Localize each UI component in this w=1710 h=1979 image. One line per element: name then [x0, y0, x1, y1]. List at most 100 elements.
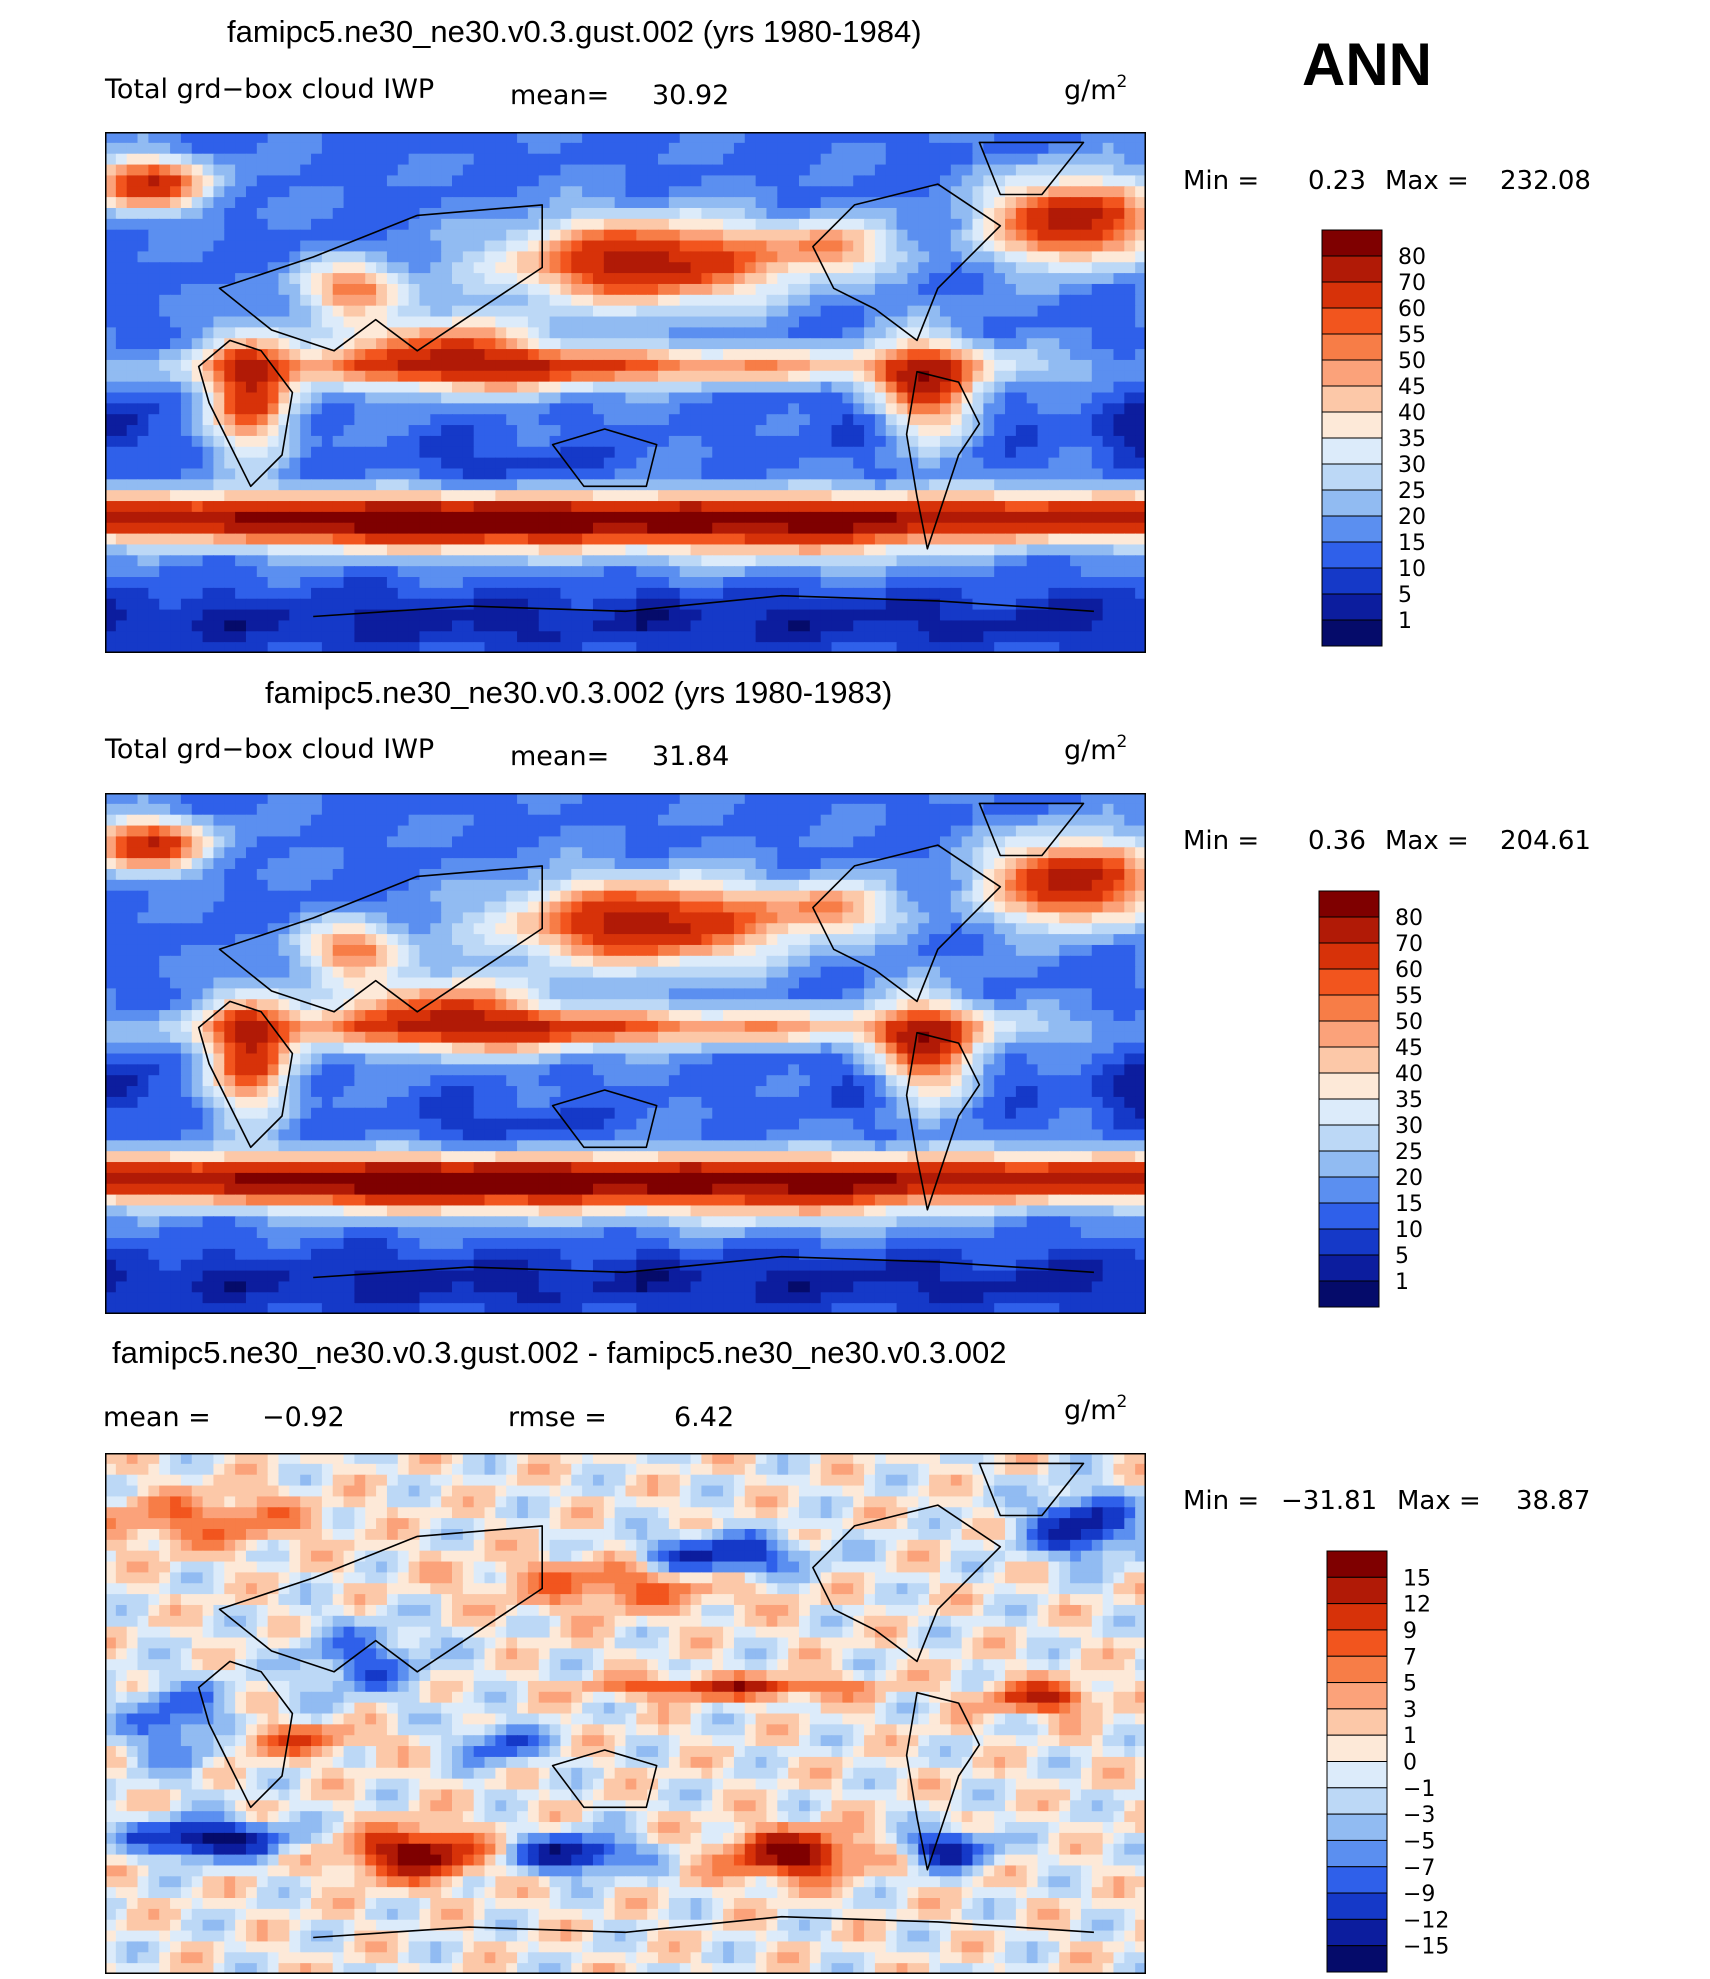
- panel2-colorbar-swatch: [1318, 1046, 1380, 1074]
- panel3-colorbar-label: 3: [1403, 1698, 1417, 1723]
- panel3-rmse-label: rmse =: [508, 1402, 607, 1433]
- panel2-colorbar-swatch: [1318, 1124, 1380, 1152]
- panel3-units-base: g/m: [1064, 1395, 1117, 1426]
- panel2-map-frame: [105, 793, 1146, 1314]
- panel1-mean-label: mean=: [510, 80, 610, 111]
- panel2-colorbar-label: 20: [1395, 1166, 1423, 1191]
- panel2-colorbar-label: 70: [1395, 932, 1423, 957]
- panel2-colorbar-label: 1: [1395, 1270, 1409, 1295]
- panel1-colorbar-swatch: [1321, 411, 1383, 439]
- panel3-colorbar-label: 1: [1403, 1724, 1417, 1749]
- panel1-coastlines: [197, 141, 1094, 618]
- panel1-max-value: 232.08: [1500, 166, 1591, 196]
- panel2-max-value: 204.61: [1500, 826, 1591, 856]
- panel3-colorbar-swatch: [1326, 1892, 1388, 1920]
- panel2-colorbar-swatch: [1318, 1098, 1380, 1126]
- panel2-colorbar-label: 80: [1395, 906, 1423, 931]
- panel3-colorbar-label: −9: [1403, 1882, 1435, 1907]
- panel3-colorbar-swatch: [1326, 1839, 1388, 1868]
- panel1-colorbar-swatch: [1321, 515, 1383, 543]
- panel1-colorbar-swatch: [1321, 489, 1383, 517]
- panel2-coastlines: [197, 802, 1094, 1279]
- panel2-colorbar-swatch: [1318, 1228, 1380, 1256]
- panel1-colorbar-label: 55: [1398, 323, 1426, 348]
- panel2-colorbar-swatch: [1318, 890, 1380, 918]
- panel1-colorbar-swatch: [1321, 463, 1383, 491]
- panel2-variable: Total grd−box cloud IWP: [105, 734, 435, 765]
- panel1-colorbar-swatch: [1321, 437, 1383, 465]
- season-label: ANN: [1302, 31, 1432, 98]
- panel1-colorbar-swatch: [1321, 229, 1383, 257]
- panel3-max-value: 38.87: [1516, 1486, 1591, 1516]
- panel3-colorbar-label: −15: [1403, 1935, 1449, 1960]
- panel3-colorbar-swatch: [1326, 1682, 1388, 1710]
- panel1-field: [105, 132, 1146, 653]
- panel3-field: [105, 1453, 1146, 1974]
- panel2-units: g/m2: [1064, 732, 1127, 766]
- panel3-colorbar-swatch: [1326, 1576, 1388, 1605]
- panel1-colorbar-label: 45: [1398, 375, 1426, 400]
- panel3-min-label: Min =: [1183, 1486, 1260, 1516]
- panel1-colorbar-label: 10: [1398, 557, 1426, 582]
- panel1-min-label: Min =: [1183, 166, 1260, 196]
- panel1-colorbar-label: 50: [1398, 349, 1426, 374]
- panel3-colorbar-swatch: [1326, 1603, 1388, 1631]
- panel3-colorbar-label: 15: [1403, 1566, 1431, 1591]
- panel3-mean-value: −0.92: [262, 1402, 345, 1433]
- panel3-mean-label: mean =: [103, 1402, 211, 1433]
- panel1-colorbar-swatch: [1321, 593, 1383, 621]
- panel1-colorbar-swatch: [1321, 333, 1383, 361]
- panel2-colorbar-label: 5: [1395, 1244, 1409, 1269]
- panel3-max-label: Max =: [1397, 1486, 1481, 1516]
- panel1-map-frame: [105, 132, 1146, 653]
- panel3-colorbar-swatch: [1326, 1787, 1388, 1815]
- panel2-colorbar-label: 25: [1395, 1140, 1423, 1165]
- panel3-colorbar-label: −3: [1403, 1803, 1435, 1828]
- panel2-colorbar-swatch: [1318, 916, 1380, 944]
- panel1-title: famipc5.ne30_ne30.v0.3.gust.002 (yrs 198…: [227, 14, 922, 49]
- panel1-colorbar-swatch: [1321, 307, 1383, 335]
- panel1-colorbar-swatch: [1321, 619, 1383, 647]
- panel3-map-frame: [105, 1453, 1146, 1974]
- panel1-units: g/m2: [1064, 72, 1127, 106]
- panel3-colorbar-label: 7: [1403, 1645, 1417, 1670]
- panel2-colorbar-label: 30: [1395, 1114, 1423, 1139]
- panel3-colorbar-swatch: [1326, 1629, 1388, 1657]
- panel1-colorbar-swatch: [1321, 567, 1383, 595]
- panel2-mean-label: mean=: [510, 741, 610, 772]
- panel2-colorbar-swatch: [1318, 1254, 1380, 1282]
- panel2-colorbar-swatch: [1318, 994, 1380, 1022]
- panel3-colorbar-label: −5: [1403, 1829, 1435, 1854]
- panel2-colorbar-label: 45: [1395, 1036, 1423, 1061]
- panel3-colorbar-label: 5: [1403, 1672, 1417, 1697]
- panel1-min-value: 0.23: [1308, 166, 1366, 196]
- panel1-map: [105, 132, 1146, 653]
- panel3-map: [105, 1453, 1146, 1974]
- panel2-min-value: 0.36: [1308, 826, 1366, 856]
- panel3-colorbar-label: 9: [1403, 1619, 1417, 1644]
- panel3-rmse-value: 6.42: [674, 1402, 735, 1433]
- panel2-units-exp: 2: [1116, 732, 1128, 752]
- panel2-colorbar-label: 10: [1395, 1218, 1423, 1243]
- panel2-colorbar-label: 15: [1395, 1192, 1423, 1217]
- panel2-title: famipc5.ne30_ne30.v0.3.002 (yrs 1980-198…: [265, 675, 893, 710]
- panel1-colorbar-label: 1: [1398, 609, 1412, 634]
- panel1-colorbar-label: 30: [1398, 453, 1426, 478]
- panel2-map: [105, 793, 1146, 1314]
- panel3-colorbar-swatch: [1326, 1734, 1388, 1762]
- panel1-colorbar-label: 35: [1398, 427, 1426, 452]
- panel2-colorbar-swatch: [1318, 1072, 1380, 1100]
- panel1-colorbar-swatch: [1321, 385, 1383, 413]
- panel1-colorbar-label: 60: [1398, 297, 1426, 322]
- panel1-max-label: Max =: [1385, 166, 1469, 196]
- panel1-mean-value: 30.92: [652, 80, 730, 111]
- panel1-colorbar-label: 40: [1398, 401, 1426, 426]
- panel1-colorbar-label: 5: [1398, 583, 1412, 608]
- panel2-colorbar-swatch: [1318, 968, 1380, 996]
- panel1-colorbar-swatch: [1321, 541, 1383, 569]
- panel3-colorbar-label: 12: [1403, 1593, 1431, 1618]
- panel3-colorbar-label: 0: [1403, 1751, 1417, 1776]
- panel2-colorbar-swatch: [1318, 942, 1380, 970]
